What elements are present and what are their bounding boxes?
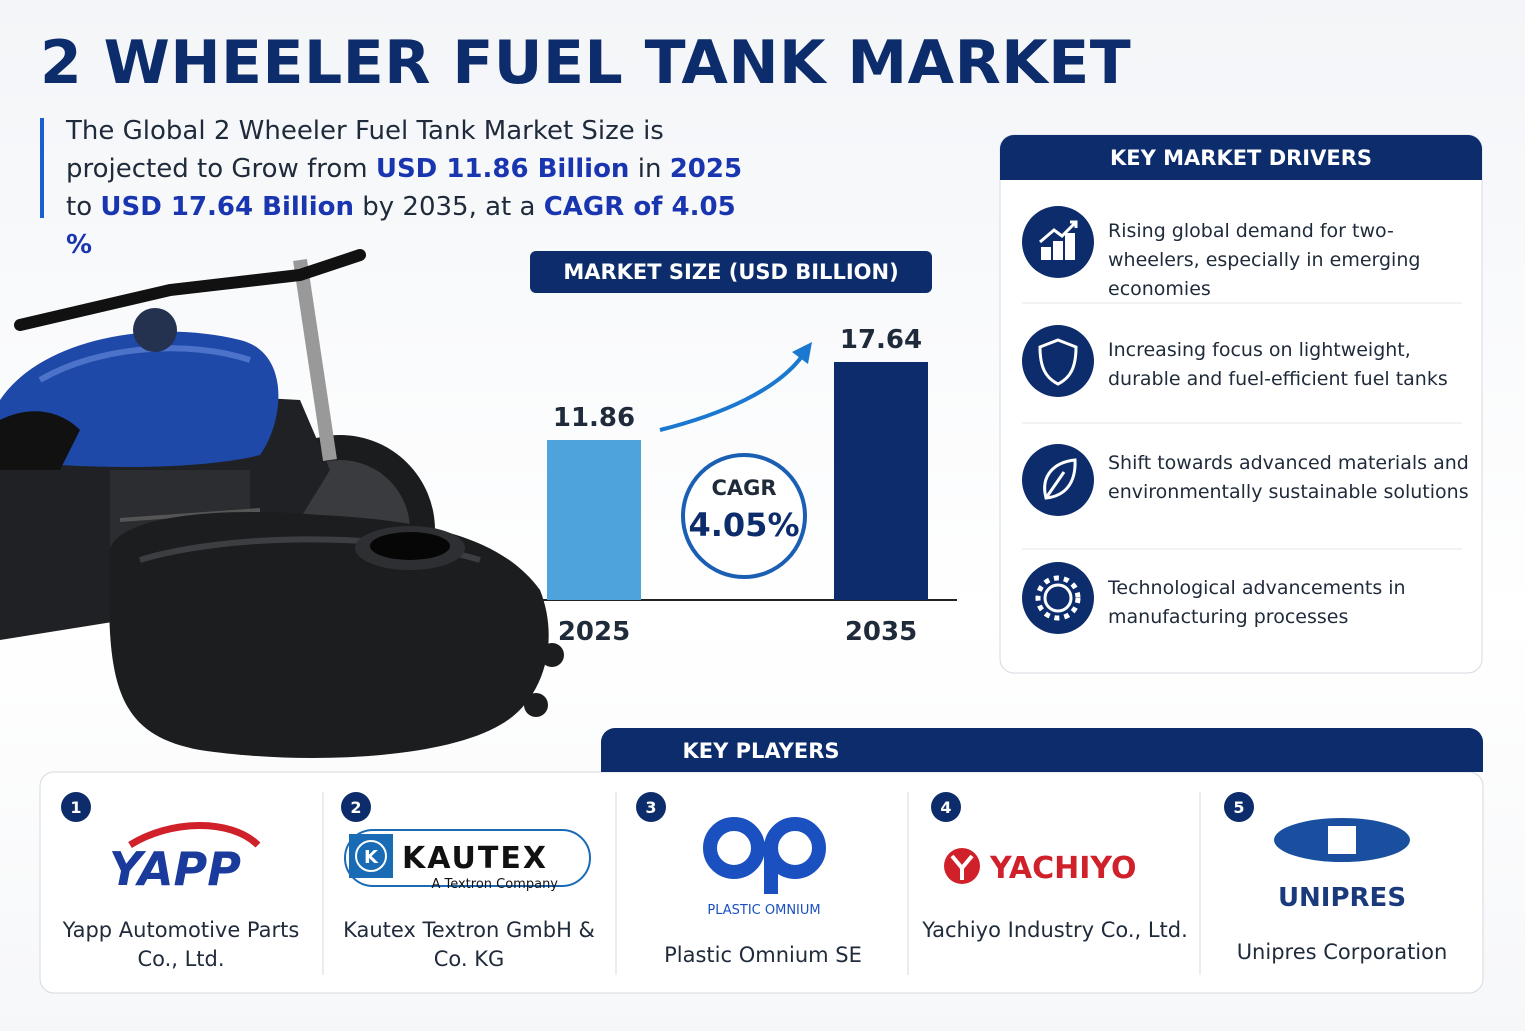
summary: The Global 2 Wheeler Fuel Tank Market Si… (66, 112, 756, 264)
rank: 2 (350, 798, 361, 817)
cagr-value: 4.05% (688, 506, 800, 544)
player-name: Kautex Textron GmbH & Co. KG (343, 918, 595, 971)
summary-text: The Global 2 Wheeler Fuel Tank Market Si… (66, 116, 664, 184)
bar (547, 439, 641, 600)
kautex-frame (344, 829, 591, 887)
player-name: Unipres Corporation (1236, 940, 1448, 964)
rank: 5 (1233, 798, 1244, 817)
omnium-o (703, 817, 765, 879)
logo: YAPP (109, 842, 241, 896)
cagr-label: CAGR (711, 476, 777, 500)
rank-badges (61, 792, 1254, 822)
chart-title: MARKET SIZE (USD BILLION) (563, 260, 899, 284)
bar-chart: 11.86 2025 17.64 2035 (530, 251, 957, 647)
logo: YACHIYO (989, 851, 1137, 886)
accent-bar (40, 118, 44, 218)
player-name: Yapp Automotive Parts Co., Ltd. (62, 918, 300, 971)
driver-text: Increasing focus on lightweight, durable… (1108, 339, 1448, 390)
driver-text: Technological advancements in manufactur… (1108, 577, 1406, 628)
logo: KAUTEX (402, 841, 548, 876)
players-header (601, 728, 1483, 772)
driver-icons (1022, 206, 1094, 634)
summary-text: CAGR of 4.05 % (66, 192, 736, 260)
summary-text: by 2035, at a (353, 192, 544, 222)
driver-text: Rising global demand for two-wheelers, e… (1108, 220, 1421, 300)
summary-text: USD 17.64 Billion (100, 192, 354, 222)
yapp-swoosh (128, 822, 261, 848)
player-dividers (322, 792, 1201, 975)
cagr-circle (681, 453, 807, 579)
driver-separators (1022, 302, 1462, 550)
svg-text:K: K (364, 847, 379, 868)
x-tick-label: 2025 (558, 617, 630, 647)
summary-text: in (629, 154, 670, 184)
growth-arrow-head (792, 342, 812, 364)
logo-tagline: A Textron Company (431, 877, 558, 892)
summary-text: 2025 (669, 154, 743, 184)
bar (834, 362, 928, 600)
rank: 1 (70, 798, 81, 817)
value-label: 17.64 (840, 325, 922, 355)
summary-text: to (66, 192, 101, 222)
value-label: 11.86 (553, 403, 635, 433)
motorcycle-illustration (0, 249, 564, 758)
rank: 4 (940, 798, 951, 817)
drivers-header (1000, 135, 1482, 180)
rank: 3 (645, 798, 656, 817)
driver-text: Shift towards advanced materials and env… (1108, 452, 1469, 503)
player-name: Plastic Omnium SE (664, 943, 862, 967)
growth-arrow (659, 350, 807, 432)
players-title: KEY PLAYERS (682, 739, 840, 763)
summary-text: USD 11.86 Billion (375, 154, 630, 184)
x-tick-label: 2035 (845, 617, 917, 647)
page-title: 2 WHEELER FUEL TANK MARKET (40, 28, 1132, 98)
chart-title-pill (530, 251, 932, 293)
player-name: Yachiyo Industry Co., Ltd. (922, 918, 1188, 942)
logo: UNIPRES (1278, 883, 1406, 913)
logo: PLASTIC OMNIUM (707, 903, 820, 918)
drivers-title: KEY MARKET DRIVERS (1109, 146, 1373, 170)
